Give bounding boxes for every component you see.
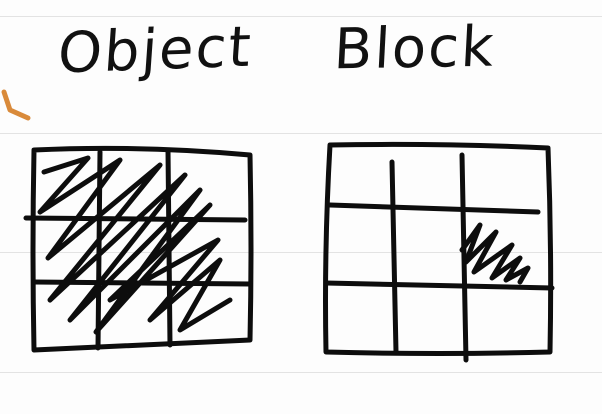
block-grid-hline <box>323 280 555 291</box>
block-grid-shaded-cell <box>459 222 531 285</box>
ruled-line <box>0 133 602 134</box>
block-grid-hline <box>327 202 541 215</box>
ruled-line <box>0 372 602 373</box>
block-grid-border <box>323 141 554 356</box>
ruled-line <box>0 16 602 17</box>
ruled-line <box>0 252 602 253</box>
object-grid-scribble <box>37 155 233 335</box>
block-grid <box>323 141 555 363</box>
block-grid-vline <box>389 159 399 355</box>
object-grid-border <box>30 145 254 353</box>
object-grid-vline <box>95 149 103 351</box>
orange-pen-mark-icon <box>1 89 31 121</box>
block-grid-vline <box>459 152 469 363</box>
object-grid <box>23 145 254 353</box>
